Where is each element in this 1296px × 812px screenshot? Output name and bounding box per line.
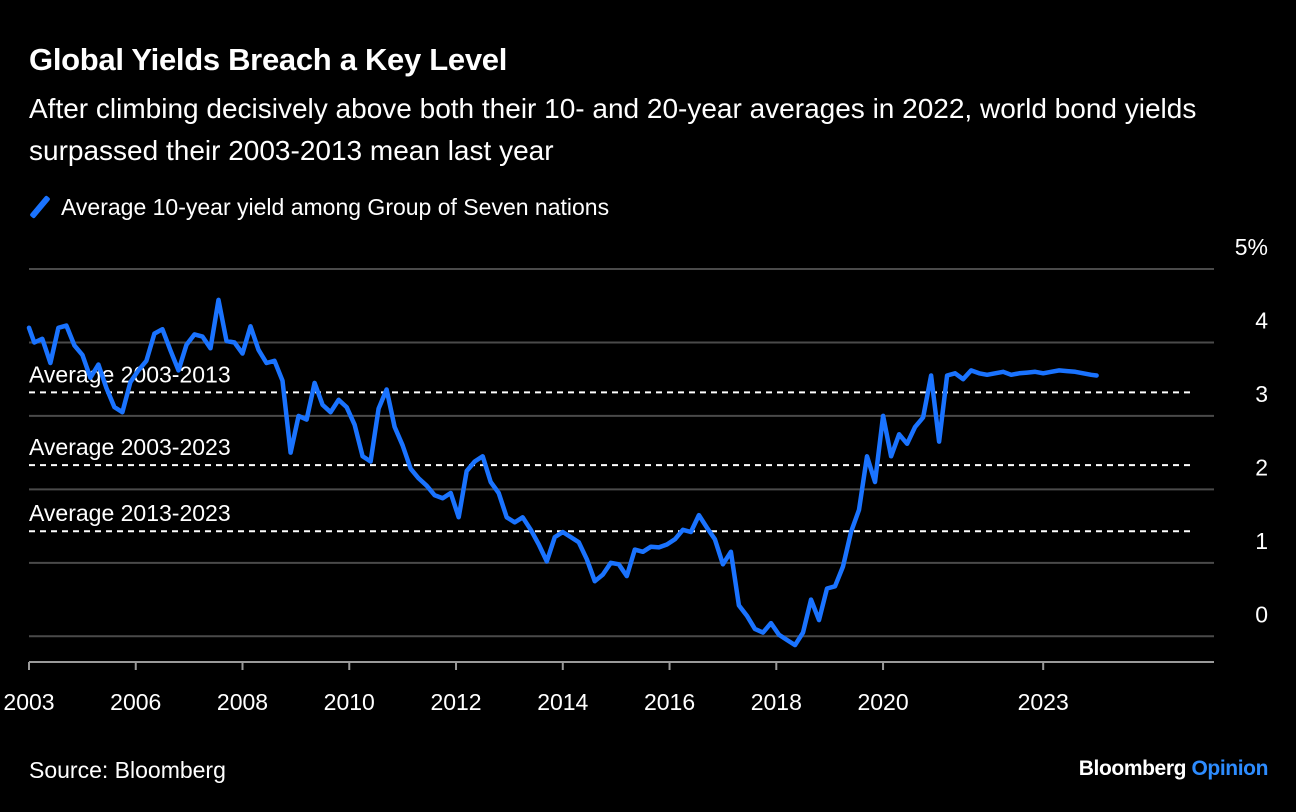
y-tick-label: 3 xyxy=(1255,381,1268,407)
brand-suffix: Opinion xyxy=(1191,757,1268,780)
y-tick-label: 2 xyxy=(1255,454,1268,480)
legend: Average 10-year yield among Group of Sev… xyxy=(29,192,609,222)
x-tick-label: 2010 xyxy=(324,689,375,715)
x-tick-label: 2008 xyxy=(217,689,268,715)
series-line xyxy=(26,297,1099,648)
reference-label: Average 2013-2023 xyxy=(29,500,231,526)
brand-logo: Bloomberg Opinion xyxy=(1078,757,1269,781)
y-tick-label: 4 xyxy=(1255,307,1268,333)
chart-subtitle: After climbing decisively above both the… xyxy=(29,93,1197,166)
y-tick-label: 0 xyxy=(1255,601,1268,627)
reference-label: Average 2003-2023 xyxy=(29,434,231,460)
x-tick-label: 2023 xyxy=(1018,689,1069,715)
y-tick-label: 1 xyxy=(1255,528,1268,554)
source-note: Source: Bloomberg xyxy=(29,757,226,783)
x-tick-label: 2016 xyxy=(644,689,695,715)
axes: 0 1 2 3 4 5% 2003 2006 2008 2010 2012 2014 2016 2018 2… xyxy=(3,234,1268,715)
x-tick-label: 2006 xyxy=(110,689,161,715)
x-tick-label: 2012 xyxy=(430,689,481,715)
x-tick-label: 2014 xyxy=(537,689,588,715)
legend-label: Average 10-year yield among Group of Sev… xyxy=(61,193,610,220)
series-layer xyxy=(26,297,1099,648)
x-tick-label: 2020 xyxy=(857,689,908,715)
chart-title: Global Yields Breach a Key Level xyxy=(29,42,508,77)
x-tick-label: 2003 xyxy=(3,689,54,715)
y-tick-label: 5% xyxy=(1235,234,1268,260)
x-tick-label: 2018 xyxy=(751,689,802,715)
brand-name: Bloomberg xyxy=(1078,757,1187,780)
